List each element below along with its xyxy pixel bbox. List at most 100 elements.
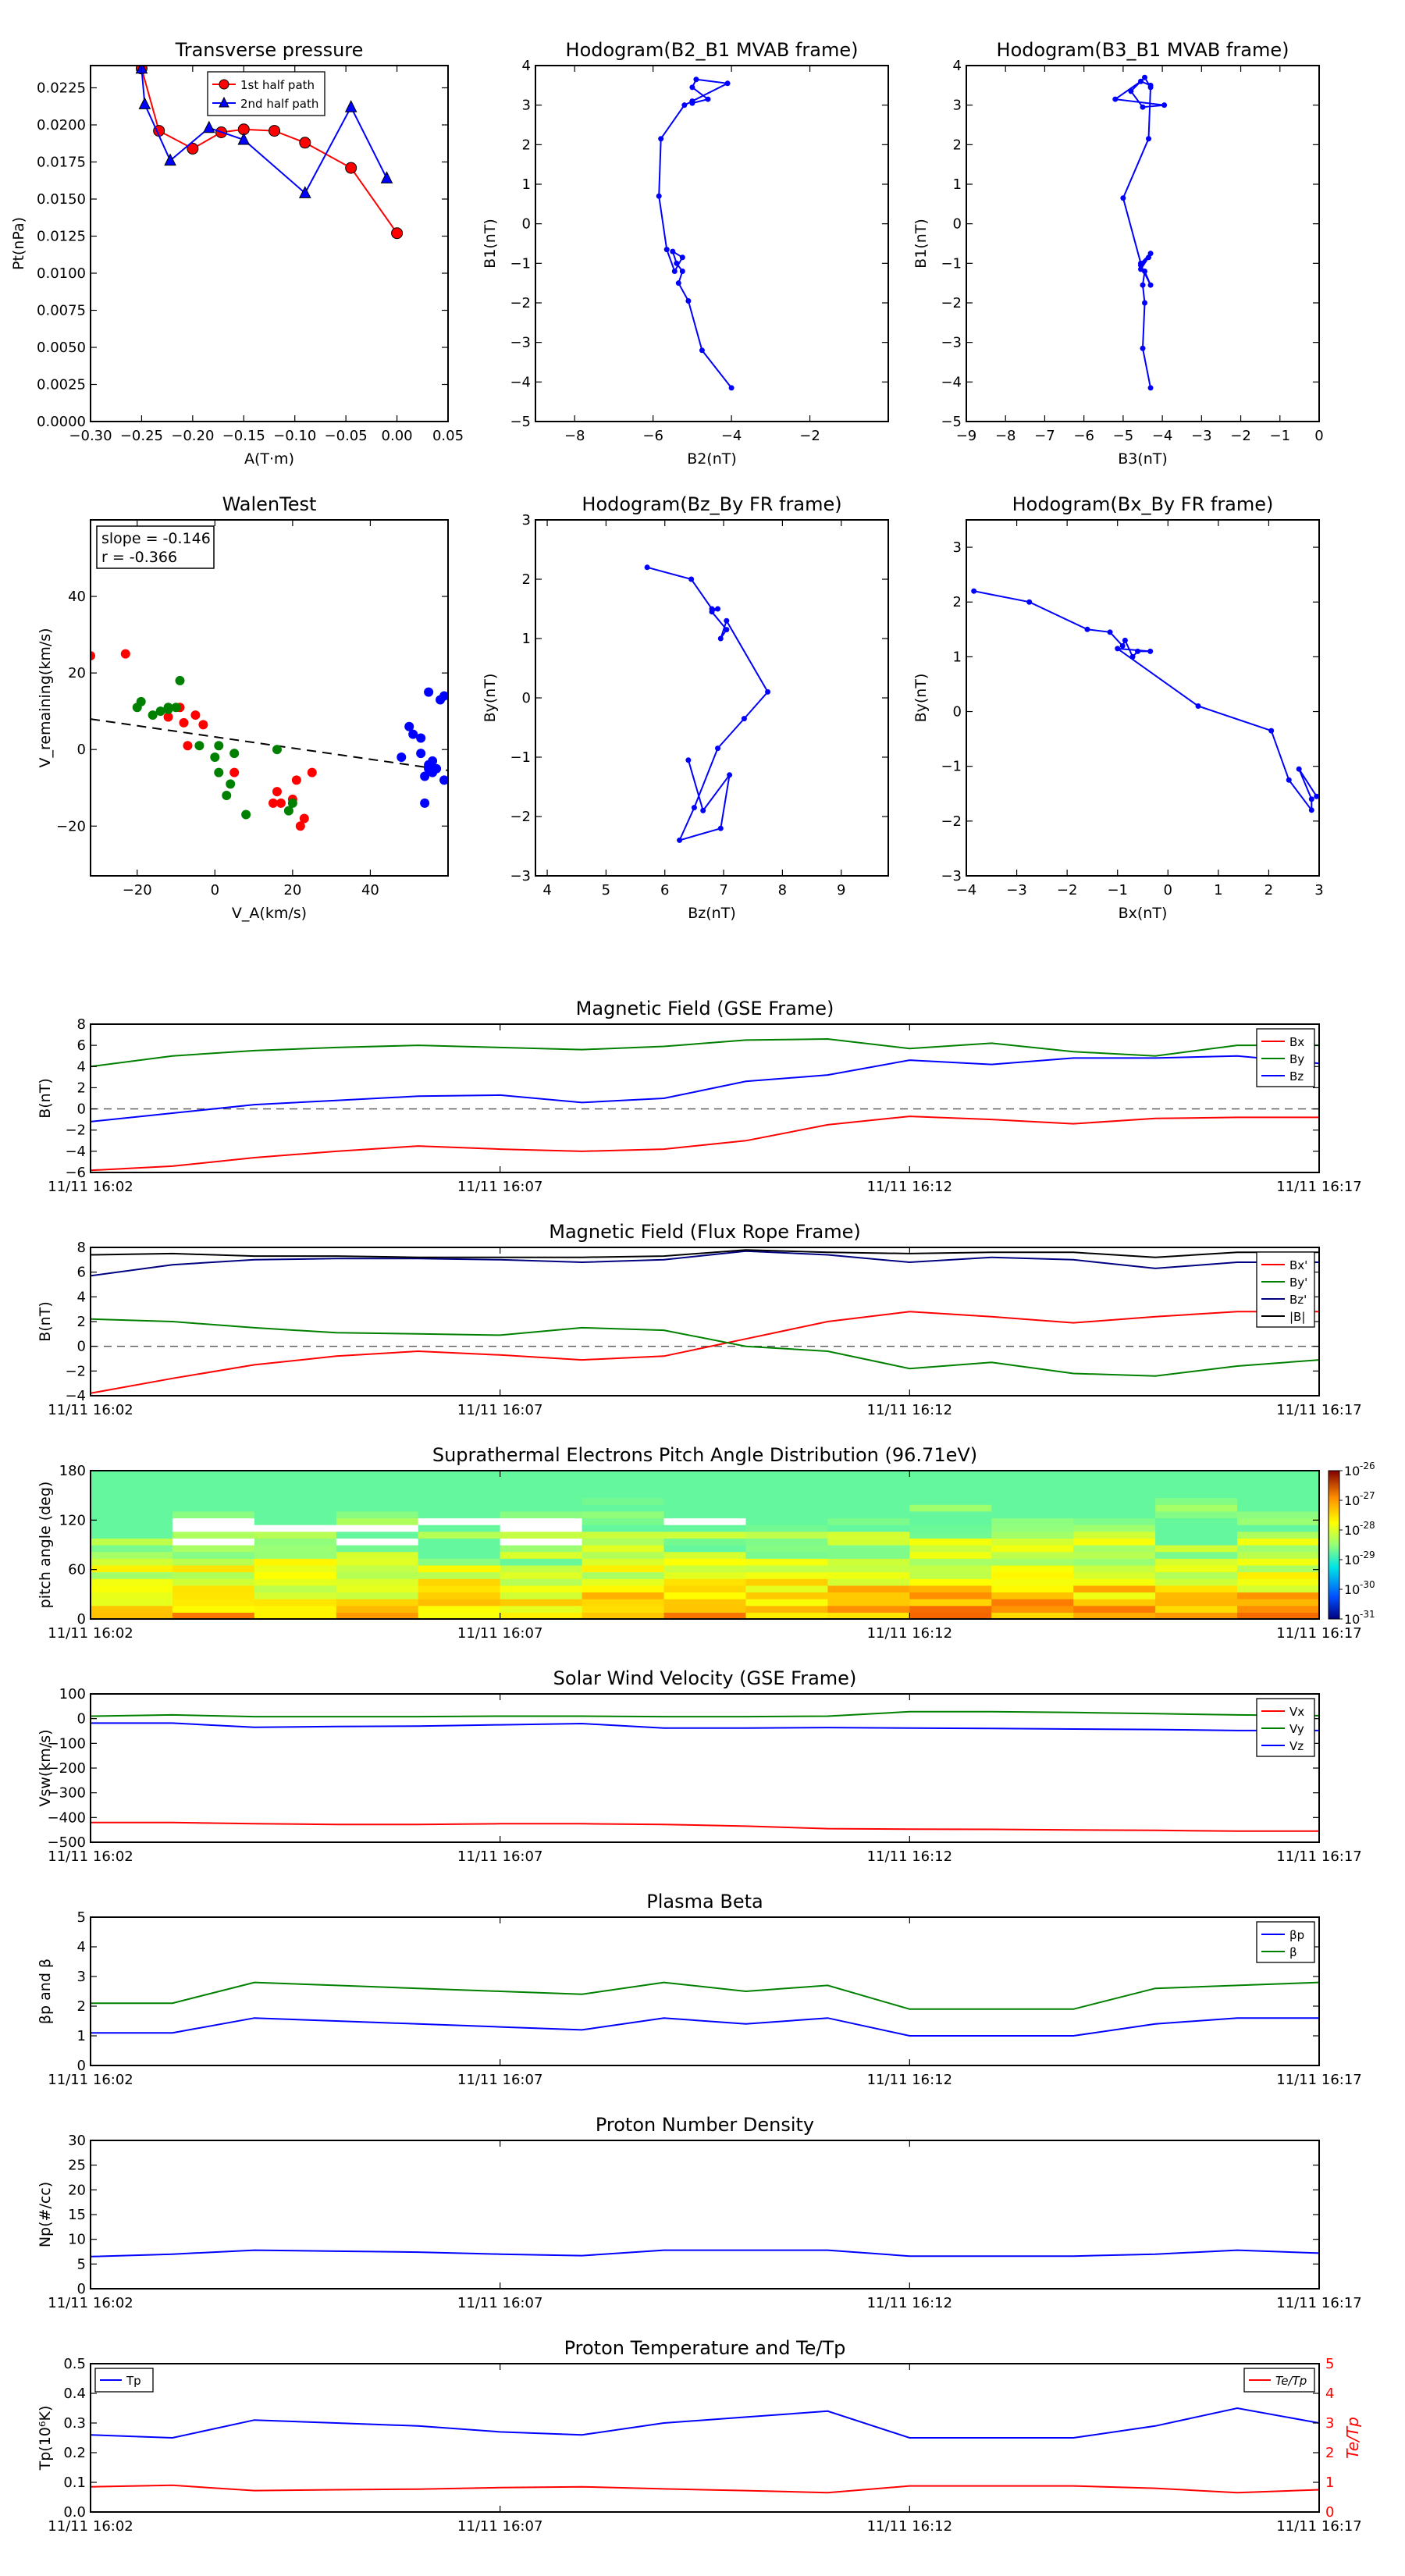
y-tick-label: −400 <box>48 1809 86 1826</box>
y-tick-label: 1 <box>77 2028 86 2044</box>
colorbar-tick-label: 10 <box>1344 1553 1360 1567</box>
y-tick-label: 0 <box>77 1711 86 1727</box>
y-axis-label: Vsw(km/s) <box>37 1729 54 1806</box>
heatmap-cell <box>991 1517 1074 1525</box>
marker-triangle <box>138 97 151 109</box>
colorbar-tick-exponent: -30 <box>1360 1579 1375 1590</box>
y-tick-label: −2 <box>941 295 962 311</box>
heatmap-cell <box>418 1484 501 1492</box>
heatmap-cell <box>663 1605 747 1613</box>
heatmap-cell <box>991 1477 1074 1485</box>
heatmap-cell <box>500 1545 583 1553</box>
heatmap-cell <box>336 1484 419 1492</box>
y-tick-label: −4 <box>65 1144 86 1160</box>
heatmap-cell <box>663 1531 747 1539</box>
time-tick-label: 11/11 16:12 <box>867 1848 952 1865</box>
y-tick-label: 0.0025 <box>37 377 86 393</box>
heatmap-cell <box>418 1517 501 1525</box>
heatmap-cell <box>91 1477 173 1485</box>
heatmap-cell <box>500 1592 583 1599</box>
time-tick-label: 11/11 16:12 <box>867 1402 952 1418</box>
y-tick-label: 6 <box>77 1265 86 1281</box>
heatmap-cell <box>663 1471 747 1478</box>
marker-dot <box>688 576 695 582</box>
y-right-tick-label: 3 <box>1325 2415 1334 2432</box>
heatmap-cell <box>663 1551 747 1559</box>
y-tick-label: 25 <box>68 2158 86 2174</box>
y-right-tick-label: 0 <box>1325 2504 1334 2521</box>
series-line-Vz <box>91 1722 1319 1731</box>
y-tick-label: 60 <box>68 1562 86 1578</box>
scatter-point <box>190 710 201 720</box>
heatmap-cell <box>91 1531 173 1539</box>
plot-frame <box>90 1916 1320 2066</box>
y-right-tick-label: 1 <box>1325 2475 1334 2491</box>
marker-dot <box>1112 96 1119 102</box>
x-tick-label: 0 <box>211 882 219 898</box>
chart-title: Transverse pressure <box>175 39 364 61</box>
heatmap-cell <box>1237 1605 1320 1613</box>
y-axis-label: B(nT) <box>37 1301 54 1342</box>
marker-dot <box>644 564 650 571</box>
heatmap-cell <box>827 1558 910 1566</box>
y-tick-label: 1 <box>953 176 962 193</box>
plot-area <box>644 564 771 843</box>
heatmap-cell <box>254 1599 337 1606</box>
heatmap-cell <box>500 1612 583 1620</box>
time-tick-label: 11/11 16:17 <box>1276 2518 1361 2535</box>
legend-marker <box>219 96 229 108</box>
heatmap-cell <box>418 1531 501 1539</box>
x-tick-label: −4 <box>956 882 977 898</box>
series-line-Vx <box>91 1821 1319 1832</box>
heatmap-cell <box>663 1545 747 1553</box>
marker-dot <box>1147 282 1154 288</box>
heatmap-cell <box>991 1571 1074 1579</box>
marker-dot <box>677 837 683 843</box>
heatmap-cell <box>418 1504 501 1512</box>
y-tick-label: −2 <box>65 1363 86 1379</box>
y-right-axis-label: Te/Tp <box>1343 2417 1362 2459</box>
legend-label: Bz' <box>1289 1293 1307 1307</box>
marker-dot <box>693 76 699 83</box>
heatmap-cell <box>418 1545 501 1553</box>
heatmap-cell <box>582 1578 665 1586</box>
y-tick-label: 0 <box>522 216 531 233</box>
chart-vsw: Solar Wind Velocity (GSE Frame) −500 −400 −… <box>37 1667 1362 1865</box>
legend-label: 2nd half path <box>240 97 318 111</box>
heatmap-cell <box>254 1564 337 1573</box>
scatter-point <box>179 717 189 728</box>
scatter-point <box>272 787 282 797</box>
heatmap-cell <box>909 1599 992 1606</box>
heatmap-cell <box>582 1599 665 1606</box>
heatmap-cell <box>500 1571 583 1579</box>
x-tick-label: −0.20 <box>171 428 214 444</box>
heatmap-cell <box>827 1592 910 1599</box>
heatmap-cell <box>91 1504 173 1512</box>
colorbar-tick-label: 10 <box>1344 1464 1360 1478</box>
heatmap-cell <box>336 1599 419 1606</box>
plot-frame <box>90 519 449 877</box>
heatmap-cell <box>909 1558 992 1566</box>
y-tick-label: −3 <box>510 335 531 351</box>
y-tick-label: 3 <box>953 98 962 114</box>
heatmap-cell <box>582 1477 665 1485</box>
heatmap-cell <box>582 1558 665 1566</box>
legend-label: Tp <box>126 2374 141 2388</box>
heatmap-cell <box>500 1471 583 1478</box>
y-axis-label: pitch angle (deg) <box>37 1482 54 1609</box>
heatmap-cell <box>1073 1599 1156 1606</box>
series-line-Np <box>91 2249 1319 2258</box>
plot-frame <box>966 519 1320 877</box>
heatmap-cell <box>1155 1517 1238 1525</box>
heatmap-cell <box>500 1490 583 1499</box>
legend-marker <box>219 79 229 90</box>
marker-dot <box>715 606 721 612</box>
marker-dot <box>1195 703 1201 710</box>
marker-dot <box>1268 728 1275 734</box>
heatmap-cell <box>827 1585 910 1593</box>
heatmap-cell <box>827 1538 910 1546</box>
heatmap-cell <box>1155 1551 1238 1559</box>
heatmap-cell <box>991 1564 1074 1573</box>
y-tick-label: −4 <box>65 1388 86 1404</box>
plot-frame <box>90 1023 1320 1173</box>
